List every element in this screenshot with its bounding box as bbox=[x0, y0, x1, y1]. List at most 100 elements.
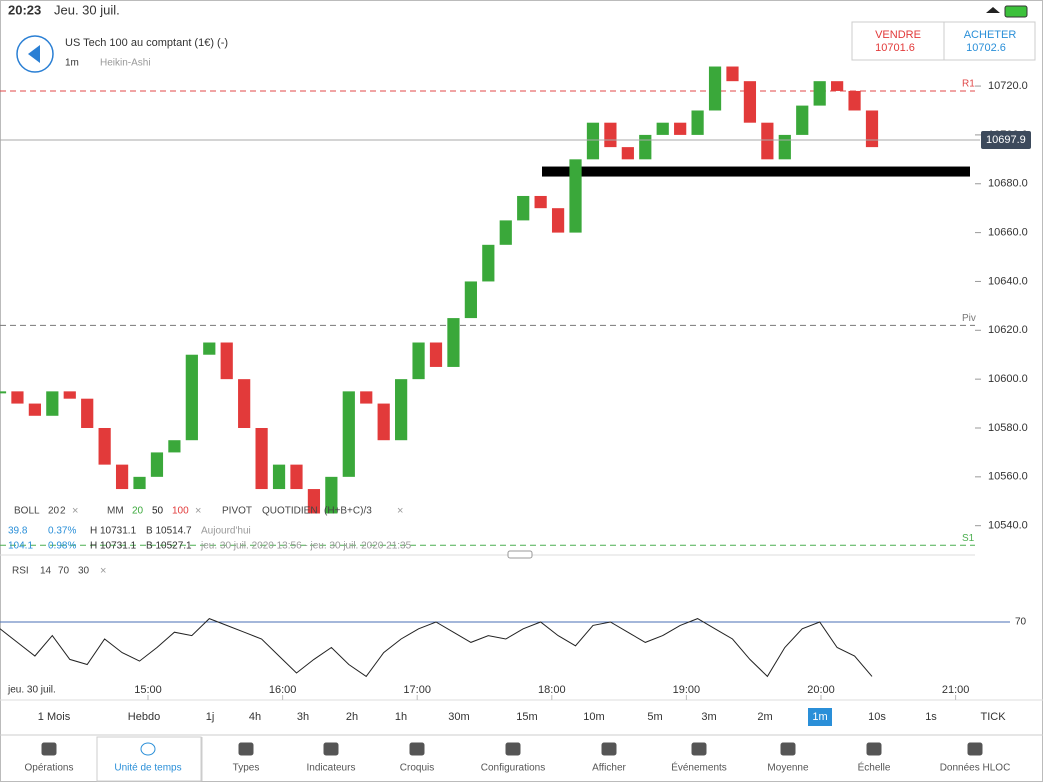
tab-label[interactable]: Afficher bbox=[592, 763, 626, 774]
rsi-level-label: 70 bbox=[1015, 617, 1027, 628]
candle bbox=[656, 122, 669, 135]
tab-label[interactable]: Indicateurs bbox=[307, 763, 356, 774]
candle bbox=[238, 379, 251, 428]
resize-handle[interactable] bbox=[507, 550, 533, 559]
indicator-text: BOLL bbox=[14, 506, 40, 517]
timeframe[interactable]: 1s bbox=[925, 711, 937, 723]
tab-label[interactable]: Moyenne bbox=[767, 763, 809, 774]
candle bbox=[412, 342, 425, 380]
tab-label[interactable]: Événements bbox=[671, 761, 727, 774]
last-price: 10697.9 bbox=[986, 134, 1026, 146]
indicator-text: RSI bbox=[12, 566, 29, 577]
candle bbox=[848, 90, 861, 111]
tab-label[interactable]: Configurations bbox=[481, 763, 545, 774]
tab-label[interactable]: Unité de temps bbox=[114, 763, 181, 774]
candle bbox=[272, 464, 286, 490]
indicator-text: 30 bbox=[78, 566, 90, 577]
indicator-text: B 10514.7 bbox=[146, 526, 192, 537]
candle bbox=[639, 134, 652, 160]
y-tick-label: 10580.0 bbox=[988, 422, 1028, 434]
indicator-text: H 10731.1 bbox=[90, 541, 137, 552]
close-mark[interactable]: × bbox=[397, 505, 403, 517]
timeframe[interactable]: 10s bbox=[868, 711, 886, 723]
support-line bbox=[542, 166, 970, 177]
candle bbox=[0, 391, 7, 394]
close-mark[interactable]: × bbox=[72, 505, 78, 517]
candle bbox=[133, 476, 146, 490]
indicator-text: 0.37% bbox=[48, 526, 76, 537]
candle bbox=[447, 318, 460, 367]
candle bbox=[11, 391, 24, 404]
candle bbox=[604, 122, 617, 148]
tab-icon bbox=[409, 742, 425, 756]
candle bbox=[255, 427, 268, 490]
timeframe[interactable]: 4h bbox=[249, 711, 261, 723]
tab-icon bbox=[967, 742, 983, 756]
sell-button[interactable] bbox=[851, 21, 945, 61]
candle bbox=[325, 476, 338, 514]
x-tick-label: 19:00 bbox=[673, 684, 701, 696]
x-tick-label: 16:00 bbox=[269, 684, 297, 696]
close-mark[interactable]: × bbox=[195, 505, 201, 517]
timeframe[interactable]: 1m bbox=[812, 711, 827, 723]
indicator-text: MM bbox=[107, 506, 124, 517]
y-tick-label: 10600.0 bbox=[988, 373, 1028, 385]
x-tick-label: 17:00 bbox=[403, 684, 431, 696]
indicator-text: 100 bbox=[172, 506, 189, 517]
candle bbox=[464, 281, 477, 319]
timeframe[interactable]: 30m bbox=[448, 711, 469, 723]
tab-icon bbox=[866, 742, 882, 756]
candle bbox=[168, 440, 181, 453]
timeframe[interactable]: 10m bbox=[583, 711, 604, 723]
timeframe[interactable]: TICK bbox=[980, 711, 1006, 723]
tab-label[interactable]: Croquis bbox=[400, 763, 434, 774]
timeframe[interactable]: 1 Mois bbox=[38, 711, 71, 723]
y-tick-label: 10560.0 bbox=[988, 471, 1028, 483]
timeframe[interactable]: 15m bbox=[516, 711, 537, 723]
timeframe[interactable]: 2m bbox=[757, 711, 772, 723]
tab-icon bbox=[140, 742, 156, 756]
tab-icon bbox=[505, 742, 521, 756]
candle bbox=[290, 464, 303, 490]
candle bbox=[674, 122, 687, 135]
indicator-text: 0.98% bbox=[48, 541, 76, 552]
indicator-text: jeu. 30 juil. 2020 13:56 - jeu. 30 juil.… bbox=[200, 541, 412, 552]
buy-button[interactable] bbox=[943, 21, 1036, 61]
candle bbox=[551, 208, 565, 233]
y-tick-label: 10540.0 bbox=[988, 520, 1028, 532]
status-time: 20:23 bbox=[8, 2, 41, 17]
tab-label[interactable]: Données HLOC bbox=[940, 763, 1011, 774]
candle bbox=[708, 66, 722, 111]
battery bbox=[1004, 5, 1028, 18]
candle bbox=[586, 122, 600, 160]
timeframe[interactable]: 3m bbox=[701, 711, 716, 723]
candle bbox=[813, 81, 826, 106]
timeframe[interactable]: 1h bbox=[395, 711, 407, 723]
candle bbox=[499, 220, 512, 245]
candle bbox=[81, 398, 94, 428]
timeframe[interactable]: 2h bbox=[346, 711, 358, 723]
tab-icon bbox=[238, 742, 254, 756]
timeframe[interactable]: Hebdo bbox=[128, 711, 160, 723]
candle bbox=[761, 122, 774, 160]
tab-label[interactable]: Types bbox=[233, 763, 260, 774]
candle bbox=[517, 195, 530, 221]
timeframe[interactable]: 3h bbox=[297, 711, 309, 723]
x-tick-label: 18:00 bbox=[538, 684, 566, 696]
tab-label[interactable]: Échelle bbox=[858, 761, 891, 774]
timeframe[interactable]: 1j bbox=[206, 711, 215, 723]
candle bbox=[220, 342, 233, 380]
x-tick-label: 21:00 bbox=[942, 684, 970, 696]
chart-type: Heikin-Ashi bbox=[100, 58, 151, 69]
tab-label[interactable]: Opérations bbox=[25, 763, 74, 774]
interval: 1m bbox=[65, 58, 79, 69]
tab-selected bbox=[96, 736, 202, 782]
close-mark[interactable]: × bbox=[100, 565, 106, 577]
timeframe[interactable]: 5m bbox=[647, 711, 662, 723]
timeframe-selected bbox=[808, 708, 832, 726]
tab-icon bbox=[691, 742, 707, 756]
candle bbox=[115, 464, 129, 490]
candle bbox=[185, 354, 198, 441]
last-price-box bbox=[981, 131, 1031, 150]
